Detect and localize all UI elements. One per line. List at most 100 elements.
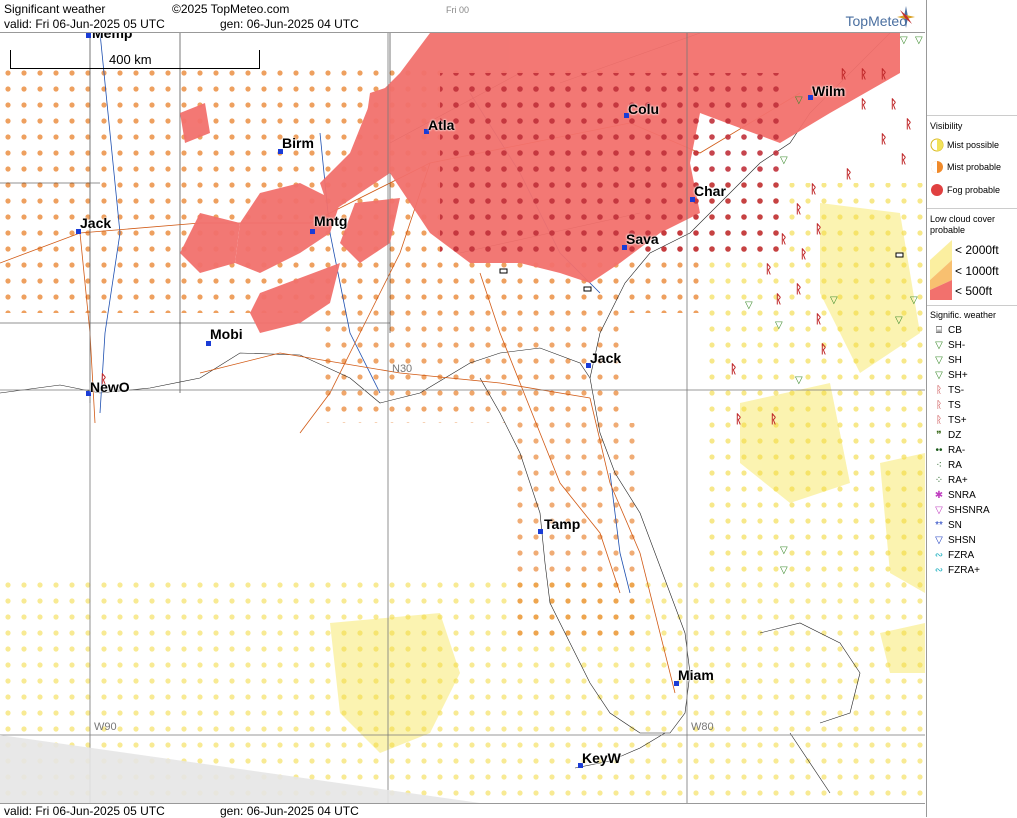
city-label-birm[interactable]: Birm [282, 135, 314, 151]
svg-text:ᚱ: ᚱ [100, 372, 107, 386]
svg-text:▽: ▽ [910, 295, 918, 306]
svg-text:ᚱ: ᚱ [860, 67, 867, 81]
grid-label-n30: N30 [392, 363, 413, 375]
svg-text:ᚱ: ᚱ [815, 312, 822, 326]
thunderstorm-icon: ᚱ [936, 400, 942, 411]
city-label-wilm[interactable]: Wilm [812, 83, 846, 99]
valid-time: valid: Fri 06-Jun-2025 05 UTC [4, 17, 165, 31]
cloud-2000-label: < 2000ft [955, 243, 999, 257]
drizzle-icon: ❞ [936, 430, 942, 441]
cloud-cover-gradient-icon [930, 240, 952, 300]
legend-shsnra: ▽ SHSNRA [930, 503, 990, 518]
svg-text:ᚱ: ᚱ [900, 152, 907, 166]
city-marker [538, 529, 543, 534]
legend-fog-probable: Fog probable [930, 183, 1000, 197]
svg-text:ᚱ: ᚱ [765, 262, 772, 276]
cloud-500-label: < 500ft [955, 284, 993, 298]
svg-text:ᚱ: ᚱ [860, 97, 867, 111]
legend-panel: Visibility Mist possible Mist probable F… [926, 0, 1017, 817]
svg-text:ᚱ: ᚱ [795, 202, 802, 216]
rain-icon: ⁖ [936, 460, 942, 471]
grid-label-w80: W80 [691, 721, 714, 733]
mist-possible-icon [930, 138, 944, 152]
scale-bar: 400 km [10, 50, 260, 69]
city-marker [674, 681, 679, 686]
rain-heavy-icon: ⁘ [934, 475, 944, 486]
city-label-atla[interactable]: Atla [428, 117, 455, 133]
snow-rain-shower-icon: ▽ [935, 505, 943, 516]
svg-text:ᚱ: ᚱ [735, 412, 742, 426]
city-label-miam[interactable]: Miam [678, 667, 714, 683]
svg-text:ᚱ: ᚱ [810, 182, 817, 196]
legend-ts: ᚱ TS [930, 398, 961, 413]
svg-text:ᚱ: ᚱ [820, 342, 827, 356]
svg-text:ᚱ: ᚱ [880, 67, 887, 81]
legend-sh: ▽ SH [930, 353, 962, 368]
city-label-tamp[interactable]: Tamp [544, 516, 581, 532]
city-label-mobi[interactable]: Mobi [210, 326, 243, 342]
legend-ts-minus: ᚱ TS- [930, 383, 964, 398]
mist-probable-icon [931, 161, 943, 173]
city-marker [624, 113, 629, 118]
city-marker [578, 763, 583, 768]
city-label-mntg[interactable]: Mntg [314, 213, 348, 229]
footer-generated-time: gen: 06-Jun-2025 04 UTC [220, 804, 359, 818]
visibility-title: Visibility [930, 121, 963, 131]
footer-valid-time: valid: Fri 06-Jun-2025 05 UTC [4, 804, 165, 818]
svg-text:ᚱ: ᚱ [770, 412, 777, 426]
snow-shower-icon: ▽ [935, 535, 943, 546]
svg-text:▽: ▽ [775, 320, 783, 331]
legend-cb: ⌸ CB [930, 323, 962, 338]
svg-text:ᚱ: ᚱ [845, 167, 852, 181]
svg-text:ᚱ: ᚱ [730, 362, 737, 376]
cloud-cover-title: Low cloud cover probable [930, 214, 996, 235]
city-label-char[interactable]: Char [694, 183, 726, 199]
city-marker [76, 229, 81, 234]
svg-text:▽: ▽ [745, 300, 753, 311]
legend-dz: ❞ DZ [930, 428, 961, 443]
city-label-sava[interactable]: Sava [626, 231, 659, 247]
brand-logo-text[interactable]: TopMeteo [845, 13, 907, 29]
frame-label: Fri 00 [446, 5, 470, 15]
svg-text:ᚱ: ᚱ [815, 222, 822, 236]
svg-text:▽: ▽ [915, 35, 923, 46]
svg-text:▽: ▽ [900, 35, 908, 46]
svg-text:ᚱ: ᚱ [905, 117, 912, 131]
city-label-keyw[interactable]: KeyW [582, 750, 621, 766]
svg-text:▽: ▽ [795, 95, 803, 106]
legend-sh-plus: ▽ SH+ [930, 368, 968, 383]
compass-logo-icon [897, 6, 915, 28]
svg-text:▽: ▽ [795, 375, 803, 386]
svg-text:ᚱ: ᚱ [890, 97, 897, 111]
legend-ra-minus: •• RA- [930, 443, 965, 458]
city-label-jack-ms[interactable]: Jack [80, 215, 112, 231]
city-label-colu[interactable]: Colu [628, 101, 660, 117]
sigwx-title: Signific. weather [930, 310, 997, 320]
legend-snra: ✱ SNRA [930, 488, 976, 503]
legend-ra: ⁖ RA [930, 458, 962, 473]
city-label-jack-fl[interactable]: Jack [590, 350, 622, 366]
copyright: ©2025 TopMeteo.com [172, 2, 290, 16]
map-title: Significant weather [4, 2, 106, 16]
snow-icon: ** [935, 520, 943, 531]
cb-icon: ⌸ [936, 325, 942, 336]
city-marker [808, 95, 813, 100]
fog-probable-icon [931, 184, 943, 196]
city-marker [622, 245, 627, 250]
city-marker [690, 197, 695, 202]
legend-sh-minus: ▽ SH- [930, 338, 965, 353]
freezing-rain-heavy-icon: ∾ [934, 565, 944, 576]
svg-text:▽: ▽ [780, 545, 788, 556]
freezing-rain-icon: ∾ [934, 550, 944, 561]
city-marker [586, 363, 591, 368]
city-label-memp[interactable]: Memp [92, 33, 133, 41]
svg-text:ᚱ: ᚱ [780, 232, 787, 246]
header-bar: Significant weather ©2025 TopMeteo.com v… [0, 0, 925, 33]
map-canvas: ᚱᚱᚱ ᚱ ᚱᚱ ᚱᚱᚱ ᚱᚱᚱ ᚱᚱᚱ ᚱᚱᚱ ᚱᚱᚱ ᚱᚱ ▽ ▽ ▽ ▽ ▽ ▽ ▽… [0, 33, 925, 803]
city-marker [278, 149, 283, 154]
city-label-newo[interactable]: NewO [90, 379, 130, 395]
svg-text:ᚱ: ᚱ [775, 292, 782, 306]
thunderstorm-heavy-icon: ᚱ [936, 415, 942, 426]
